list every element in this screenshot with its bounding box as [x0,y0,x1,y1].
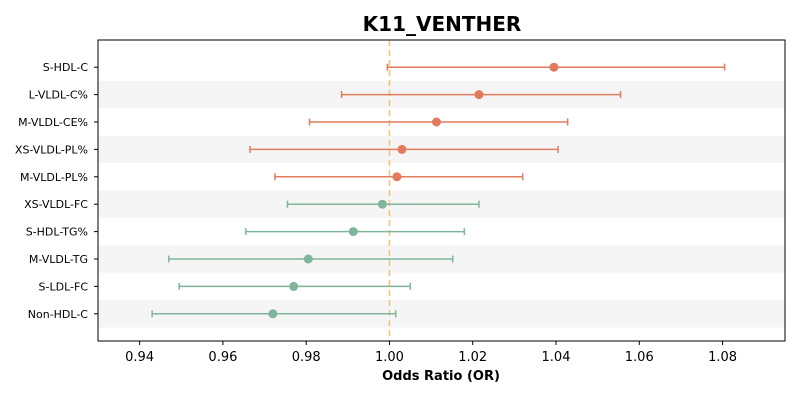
forest-row: S-HDL-TG% [26,226,466,239]
x-axis: 0.94 0.96 0.98 1.00 1.02 1.04 1.06 1.08 [125,341,737,365]
x-axis-label: Odds Ratio (OR) [382,369,500,384]
plot-frame [97,39,786,342]
forest-row: S-HDL-C [43,61,726,74]
or-point [392,172,402,182]
y-tick-label: M-VLDL-PL% [20,171,88,184]
y-tick-label: M-VLDL-TG [29,253,88,266]
x-tick-label: 0.98 [292,350,321,365]
forest-row: M-VLDL-CE% [18,116,569,129]
or-point [289,281,299,291]
forest-row: XS-VLDL-PL% [15,143,559,156]
y-tick-label: S-HDL-C [43,61,89,74]
chart-title: K11_VENTHER [363,12,522,36]
forest-row: M-VLDL-PL% [20,171,524,184]
or-point [549,62,559,72]
y-tick-label: XS-VLDL-FC [24,198,88,211]
x-tick-label: 1.08 [708,350,737,365]
or-point [377,199,387,209]
forest-row: Non-HDL-C [28,308,397,321]
or-point [348,227,358,237]
or-point [432,117,442,127]
or-point [303,254,313,264]
x-tick-label: 1.00 [375,350,404,365]
data-rows: S-HDL-C L-VLDL-C% M-VLDL-CE% XS-VLDL-PL% M-V… [15,61,726,321]
x-tick-label: 0.96 [208,350,237,365]
y-tick-label: S-LDL-FC [39,280,89,293]
y-tick-label: M-VLDL-CE% [18,116,88,129]
or-point [474,90,484,100]
x-tick-label: 1.06 [625,350,654,365]
x-tick-label: 1.02 [458,350,487,365]
or-point [397,144,407,154]
y-tick-label: S-HDL-TG% [26,226,88,239]
forest-row: S-LDL-FC [39,280,412,293]
y-tick-label: L-VLDL-C% [29,89,88,102]
or-point [268,309,278,319]
y-tick-label: Non-HDL-C [28,308,89,321]
x-tick-label: 1.04 [542,350,571,365]
forest-row: M-VLDL-TG [29,253,454,266]
forest-row: L-VLDL-C% [29,89,622,102]
y-tick-label: XS-VLDL-PL% [15,143,88,156]
forest-row: XS-VLDL-FC [24,198,480,211]
x-tick-label: 0.94 [125,350,154,365]
